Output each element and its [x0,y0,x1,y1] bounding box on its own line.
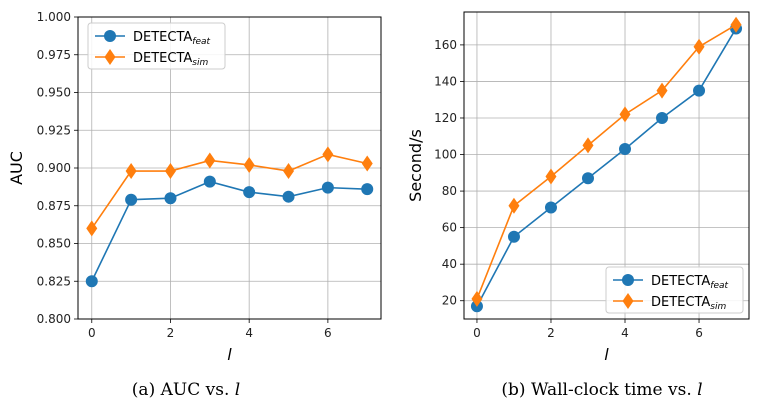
x-tick-label: 2 [547,326,555,340]
x-tick-label: 4 [245,326,253,340]
legend-marker-sim [104,49,116,65]
data-point-feat [544,201,557,214]
legend: DETECTAfeat DETECTAsim [87,22,226,70]
y-tick-label: 0.950 [37,86,71,100]
x-tick-label: 2 [167,326,175,340]
y-tick-label: 60 [442,221,457,235]
data-point-feat [656,111,669,124]
y-tick-label: 0.900 [37,161,71,175]
data-point-feat [507,230,520,243]
data-point-sim [508,197,520,214]
legend-marker-sim [622,293,634,309]
x-tick-label: 6 [324,326,332,340]
legend-label-sim: DETECTAsim [651,295,726,312]
y-axis-label: AUC [7,151,26,185]
y-tick-label: 80 [442,184,457,198]
legend-label-feat: DETECTAfeat [651,274,729,291]
series-line-feat [476,28,737,307]
series-line-feat [91,180,368,282]
data-point-sim [545,168,557,185]
data-point-sim [361,155,373,172]
data-point-feat [693,84,706,97]
subfigure-caption: (b) Wall-clock time vs. l [501,380,702,400]
y-tick-label: 0.850 [37,237,71,251]
series-line-sim [91,153,368,229]
y-tick-label: 40 [442,257,457,271]
y-tick-label: 0.925 [37,123,71,137]
data-point-feat [164,192,177,205]
data-point-sim [730,16,742,33]
data-point-sim [204,152,216,169]
y-tick-label: 120 [434,111,457,125]
y-tick-label: 0.825 [37,274,71,288]
y-tick-label: 1.000 [37,10,71,24]
legend-marker-feat [104,30,116,42]
x-tick-label: 6 [695,326,703,340]
y-tick-label: 0.975 [37,48,71,62]
data-point-sim [693,38,705,55]
data-point-feat [619,143,632,156]
y-tick-label: 100 [434,148,457,162]
data-point-sim [656,82,668,99]
y-tick-label: 0.875 [37,199,71,213]
data-point-feat [243,186,256,199]
axes-frame [77,16,382,320]
data-point-feat [125,193,138,206]
y-tick-label: 20 [442,294,457,308]
data-point-sim [86,220,98,237]
data-point-feat [282,190,295,203]
y-tick-label: 0.800 [37,312,71,326]
data-point-sim [471,290,483,307]
axes-frame [463,11,750,320]
y-tick-label: 140 [434,74,457,88]
chart-panel-auc: 0 2 4 6 0.800 0.825 0.850 0.875 0.900 0.925 0.950 0… [7,10,382,364]
data-point-feat [85,275,98,288]
data-point-sim [125,163,137,180]
data-point-feat [361,183,374,196]
x-tick-label: 4 [621,326,629,340]
data-point-feat [581,172,594,185]
x-axis-label: l [227,345,232,364]
data-point-sim [283,163,295,180]
subfigure-caption: (a) AUC vs. l [132,380,240,400]
legend-label-sim: DETECTAsim [133,51,208,68]
data-point-sim [582,137,594,154]
series-line-sim [476,24,737,300]
data-point-feat [321,181,334,194]
data-point-sim [243,156,255,173]
legend: DETECTAfeat DETECTAsim [605,266,744,314]
x-axis-label: l [604,345,609,364]
y-axis-label: Second/s [406,129,425,202]
x-tick-label: 0 [88,326,96,340]
legend-marker-feat [622,274,634,286]
data-point-sim [619,106,631,123]
x-tick-label: 0 [473,326,481,340]
chart-panel-time: 0 2 4 6 20 40 60 80 100 120 140 160 l Second/s DETECTA… [406,11,750,364]
data-point-sim [164,163,176,180]
y-tick-label: 160 [434,38,457,52]
legend-label-feat: DETECTAfeat [133,30,211,47]
data-point-feat [203,175,216,188]
data-point-sim [322,146,334,163]
